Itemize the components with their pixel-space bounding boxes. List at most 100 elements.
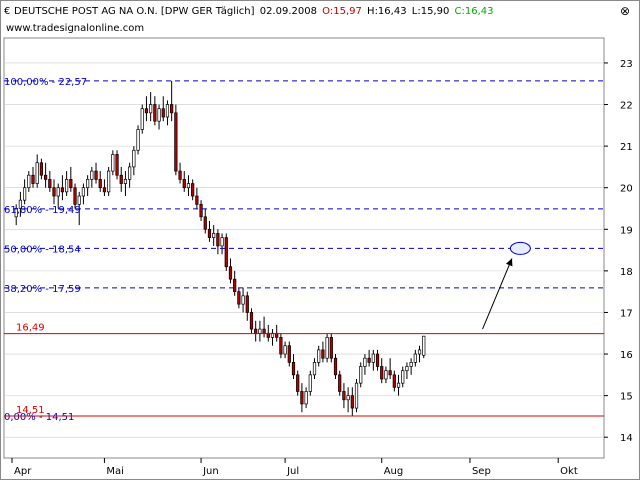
candle — [338, 370, 342, 396]
candle — [199, 200, 203, 221]
candle-body — [359, 366, 363, 384]
candle — [245, 291, 249, 321]
candle — [69, 166, 73, 192]
candle — [409, 358, 413, 375]
candle — [182, 171, 186, 192]
candle-body — [132, 149, 136, 168]
candle-body — [199, 203, 203, 218]
candle-body — [321, 349, 325, 359]
candle-body — [392, 374, 396, 388]
candle-body — [287, 345, 291, 363]
candle-body — [44, 174, 48, 180]
candle — [304, 387, 308, 409]
candle-body — [409, 362, 413, 367]
candle-body — [90, 170, 94, 180]
candle-body — [52, 187, 56, 197]
high-value: H:16,43 — [367, 6, 407, 17]
candle-body — [178, 170, 182, 180]
x-tick-label: Okt — [560, 466, 578, 477]
candle-body — [291, 362, 296, 376]
currency-icon: € — [4, 6, 10, 17]
candle — [283, 341, 287, 359]
candle-body — [296, 374, 300, 392]
candle-body — [77, 195, 81, 205]
y-tick-label: 22 — [620, 101, 633, 112]
candle — [178, 162, 182, 184]
y-tick-label: 23 — [620, 59, 633, 70]
candle — [119, 166, 123, 192]
annotation-ellipse — [509, 241, 531, 255]
candle-body — [363, 357, 367, 367]
candle-body — [153, 104, 157, 122]
candle — [165, 100, 170, 126]
candle — [396, 374, 401, 396]
candle — [422, 335, 426, 359]
candle — [52, 179, 56, 205]
candle — [216, 229, 220, 255]
candle — [207, 220, 212, 242]
candle — [317, 345, 321, 367]
candle-body — [212, 233, 216, 238]
candle — [140, 104, 144, 134]
candle-body — [329, 337, 333, 359]
candle — [60, 175, 65, 201]
candle — [249, 308, 254, 334]
candle-body — [186, 183, 191, 189]
candle — [144, 96, 149, 122]
candle — [228, 258, 233, 284]
candle — [102, 179, 107, 197]
candle-body — [86, 179, 90, 189]
y-tick-label: 18 — [620, 267, 633, 278]
candle — [73, 183, 77, 209]
candle-body — [107, 170, 111, 193]
candle — [241, 287, 245, 313]
candle-body — [94, 170, 98, 180]
candle — [44, 162, 48, 188]
annotation-arrowhead — [505, 258, 513, 267]
candle-body — [191, 183, 195, 197]
candle-body — [396, 382, 401, 388]
candle — [161, 96, 165, 122]
candle — [86, 175, 90, 197]
candle-body — [27, 174, 31, 189]
candle — [136, 125, 140, 155]
chart-title-bar: DEUTSCHE POST AG NA O.N. [DPW GER Täglic… — [14, 6, 494, 17]
candle-body — [350, 395, 354, 409]
candle-body — [31, 174, 35, 184]
candle-body — [39, 162, 44, 176]
candle — [342, 383, 346, 409]
candle-body — [119, 174, 123, 184]
candle — [300, 383, 304, 413]
candle — [35, 154, 39, 188]
y-axis: 14 15 16 17 18 19 20 21 22 23 — [604, 59, 633, 444]
candle — [195, 187, 199, 209]
annotation-arrow — [482, 258, 513, 330]
candle — [18, 191, 23, 217]
candle-body — [354, 382, 359, 409]
candle-body — [56, 187, 60, 197]
fib-level-label: 100,00% - 22,57 — [4, 77, 87, 88]
candle — [354, 378, 359, 413]
candle — [153, 96, 157, 126]
candle-body — [405, 366, 409, 372]
candle — [149, 92, 153, 122]
candle — [224, 233, 228, 271]
candle — [384, 366, 388, 384]
candle — [203, 208, 207, 234]
candle-body — [417, 349, 422, 355]
candle — [81, 183, 86, 205]
candle — [98, 171, 102, 192]
x-tick-label: Mai — [106, 466, 124, 477]
candle — [90, 166, 94, 188]
candle — [392, 370, 396, 392]
candle — [363, 354, 367, 375]
horizontal-line-label: 14,51 — [16, 405, 45, 416]
candle — [237, 287, 241, 309]
candle-body — [140, 108, 144, 130]
candle-body — [69, 179, 73, 189]
candle — [39, 158, 44, 180]
candle — [308, 370, 312, 396]
close-icon[interactable]: ⊗ — [620, 4, 630, 18]
candle-body — [161, 108, 165, 118]
candle — [329, 333, 333, 363]
